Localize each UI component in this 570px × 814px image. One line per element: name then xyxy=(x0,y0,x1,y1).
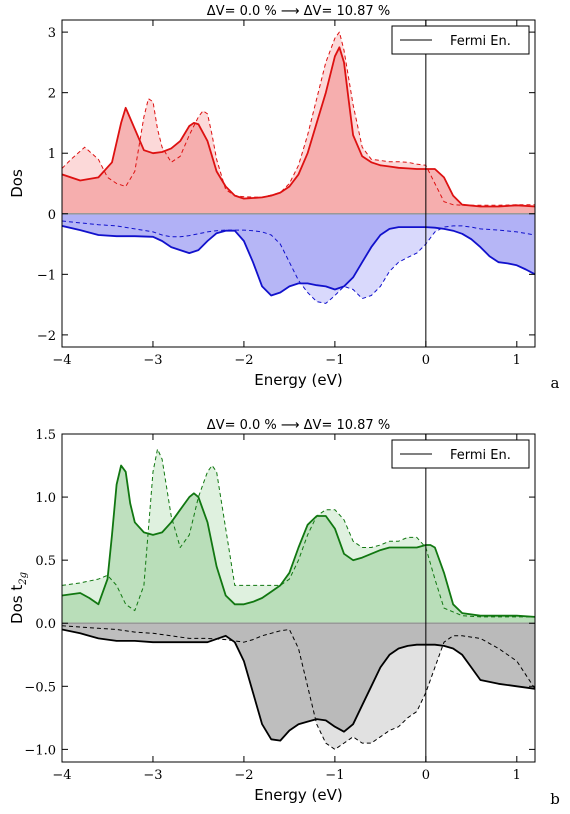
legend: Fermi En. xyxy=(391,439,530,469)
y-tick-label: 0.0 xyxy=(35,617,56,632)
series-line-up-solid xyxy=(62,464,535,618)
x-tick-label: −3 xyxy=(143,768,162,783)
y-tick-label: 0.5 xyxy=(35,554,56,569)
x-tick-label: −2 xyxy=(234,768,253,783)
series-line-down-solid xyxy=(62,225,535,297)
x-tick-label: −3 xyxy=(143,353,162,368)
plot-area xyxy=(62,434,535,762)
y-tick-label: 1.0 xyxy=(35,491,56,506)
series-line-up-dashed xyxy=(62,31,535,206)
y-tick-label: 1 xyxy=(48,147,56,162)
series-line-up-solid xyxy=(62,46,535,208)
y-tick-label: 1.5 xyxy=(35,428,56,443)
y-axis-label: Dos t2g xyxy=(8,572,29,624)
series-line-down-solid xyxy=(62,628,535,742)
x-tick-label: −1 xyxy=(325,353,344,368)
x-axis-label: Energy (eV) xyxy=(254,371,342,389)
plot-area xyxy=(62,20,535,347)
legend-label: Fermi En. xyxy=(450,448,511,463)
area-down-solid xyxy=(62,213,535,296)
x-tick-label: 0 xyxy=(422,768,430,783)
area-up-solid xyxy=(62,47,535,214)
series-line-up-dashed xyxy=(62,448,535,618)
x-tick-label: 1 xyxy=(513,768,521,783)
x-tick-label: 0 xyxy=(422,353,430,368)
y-tick-label: 0 xyxy=(48,208,56,223)
y-tick-label: −0.5 xyxy=(24,680,56,695)
y-tick-label: −2 xyxy=(37,329,56,344)
axes-frame xyxy=(61,433,536,763)
panel-b: −4 −3 −2 −1 0 1 −1.0 −0.5 0.0 0.5 1.0 1.5 ΔV= 0.0 % … xyxy=(8,418,560,808)
y-tick-label: 2 xyxy=(48,87,56,102)
y-tick-label: 3 xyxy=(48,26,56,41)
area-down-dashed xyxy=(62,623,535,750)
area-up-solid xyxy=(62,465,535,624)
panel-label: a xyxy=(551,374,560,392)
x-tick-label: 1 xyxy=(513,353,521,368)
legend: Fermi En. xyxy=(391,25,530,55)
y-axis-label: Dos xyxy=(8,169,26,198)
x-tick-label: −2 xyxy=(234,353,253,368)
x-tick-label: −1 xyxy=(325,768,344,783)
series-line-down-dashed xyxy=(62,220,535,304)
legend-label: Fermi En. xyxy=(450,34,511,49)
x-tick-label: −4 xyxy=(52,353,71,368)
x-tick-label: −4 xyxy=(52,768,71,783)
chart-title: ΔV= 0.0 % ⟶ ΔV= 10.87 % xyxy=(207,4,390,19)
y-tick-label: −1 xyxy=(37,268,56,283)
chart-title: ΔV= 0.0 % ⟶ ΔV= 10.87 % xyxy=(207,418,390,433)
y-tick-label: −1.0 xyxy=(24,743,56,758)
area-down-solid xyxy=(62,623,535,741)
axes-frame xyxy=(61,19,536,348)
panel-a: −4 −3 −2 −1 0 1 −2 −1 0 1 2 3 ΔV= 0.0 % ⟶ ΔV= 10.87 … xyxy=(8,4,560,392)
x-axis-label: Energy (eV) xyxy=(254,786,342,804)
panel-label: b xyxy=(550,790,560,808)
series-line-down-dashed xyxy=(62,625,535,750)
